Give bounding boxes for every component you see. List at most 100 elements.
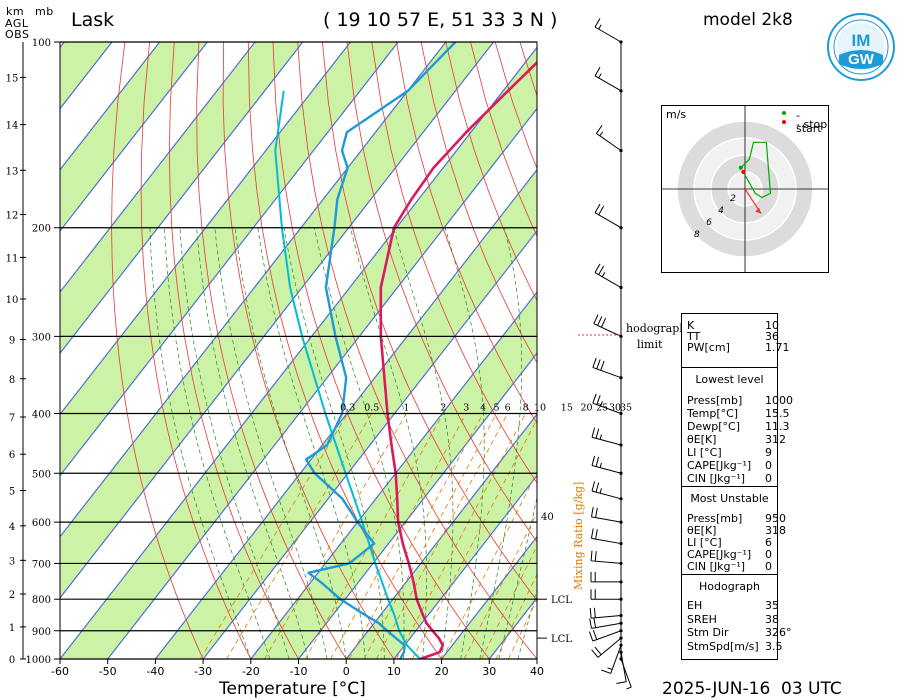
moist-adiabat [314,227,405,659]
legend-start-dot [782,111,786,115]
isotherm-line [202,229,537,659]
isotherm-line [250,291,537,659]
km-tick-label: 1 [9,623,15,634]
mixing-ratio-tick: 35 [620,402,632,413]
index-value: 3.5 [765,639,783,653]
svg-text:GW: GW [848,51,875,68]
mixing-ratio-line [330,413,467,659]
index-value: 0 [765,560,772,573]
x-tick-label: -30 [194,665,212,678]
dry-adiabat [445,42,537,302]
index-label: LI [°C] [687,446,722,459]
wind-barb-flag [595,507,598,518]
wind-barb-half-flag [600,401,603,407]
index-label: θE[K] [687,433,717,446]
hodograph-trace [740,141,772,199]
wind-barb-flag [601,669,611,674]
wind-barb-staff [593,323,622,337]
wind-barb-staff [592,630,622,642]
index-value: 312 [765,433,786,446]
index-value: 36 [765,330,779,343]
index-label: EH [687,599,703,612]
mixing-ratio-line [463,511,537,659]
hodograph-unit: m/s [666,108,687,121]
wind-barb-flag [592,357,597,368]
wind-barb-flag [592,393,597,404]
wind-barb-staff [594,75,622,92]
km-tick-label: 14 [6,121,19,132]
wind-barb-flag [589,618,592,629]
moist-adiabat [196,227,309,659]
wind-barb-flag [598,205,605,216]
mixing-ratio-line [363,413,497,659]
wind-barb-flag [592,630,598,640]
wind-barb-half-flag [598,24,602,30]
index-value: 0 [765,472,772,485]
isotherm-line [60,46,537,659]
index-value: 1.71 [765,341,790,354]
legend-stop-dot [782,120,786,124]
hodograph-stop-marker [741,170,746,174]
mixing-ratio-tick: 8 [523,402,529,413]
temperature-profile-line [379,60,537,659]
wind-barb-flag [600,360,605,371]
wind-barb-half-flag [626,686,632,690]
km-tick-label: 4 [9,522,15,533]
index-label: K [687,319,695,332]
wind-barb-half-flag [599,434,602,440]
hodograph-legend-stop: - stop [796,118,828,131]
wind-barb-flag [594,551,597,562]
wind-barb-flag [593,314,599,324]
wind-barb-dot [619,520,623,524]
mixing-ratio-tick: 20 [580,402,592,413]
dry-adiabat [168,42,299,659]
wind-barb-flag [600,317,607,328]
x-tick-label: -20 [242,665,260,678]
dry-adiabat [346,42,537,543]
wind-barb-flag [591,455,596,466]
km-tick-label: 15 [6,73,19,84]
isotherm-line [154,168,537,659]
wind-barb-staff [591,614,622,619]
wind-barb-flag [595,482,600,493]
wind-barb-flag [594,263,601,273]
mixing-ratio-line [481,545,537,659]
index-value: 950 [765,512,786,525]
moist-adiabat [179,227,290,659]
isotherm-line [60,42,256,294]
wind-barb-flag [589,608,592,619]
x-tick-label: 30 [482,665,496,678]
index-value: 35 [765,599,779,612]
mixing-ratio-line [199,413,349,659]
mixing-ratio-line [226,413,373,659]
wind-barb-staff [610,645,622,674]
index-label: StmSpd[m/s] [687,639,759,653]
wind-barb-flag [598,265,605,275]
index-label: LI [°C] [687,536,722,549]
moist-adiabat [257,227,366,659]
wind-barb-flag [588,631,594,642]
index-label: TT [687,330,701,343]
isotherm-line [107,107,537,659]
index-value: 1000 [765,394,793,407]
parcel-profile-line [274,90,421,659]
dry-adiabat [196,42,347,659]
isotherm-line [393,474,537,659]
wind-barb-staff [592,366,622,379]
wind-barb-flag [591,649,599,658]
wind-barb-flag [597,316,603,326]
wind-barb-half-flag [599,462,602,468]
dry-adiabat [420,42,537,364]
divider [682,367,777,368]
wind-barb-flag [591,427,596,438]
km-axis-unit: km [6,5,25,18]
isotherm-line [60,42,495,599]
wind-barb-flag [594,66,601,77]
index-label: Dewp[°C] [687,420,740,433]
moist-adiabat [164,227,271,659]
x-tick-label: -10 [290,665,308,678]
index-value: 0 [765,548,772,561]
index-label: θE[K] [687,524,717,537]
